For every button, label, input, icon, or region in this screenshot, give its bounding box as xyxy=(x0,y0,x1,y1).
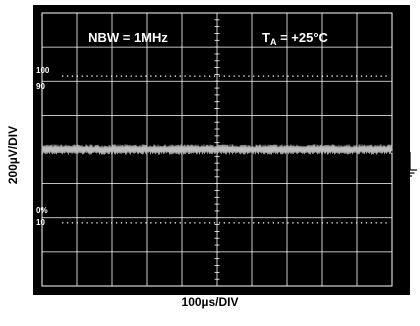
x-axis-label: 100µs/DIV xyxy=(181,295,239,309)
temperature-label: TA = +25°C xyxy=(262,30,329,47)
y-axis-label: 200µV/DIV xyxy=(6,125,20,185)
bandwidth-label: NBW = 1MHz xyxy=(88,30,168,45)
marker-0: 0% xyxy=(36,206,48,215)
graticule xyxy=(41,12,393,287)
noise-trace xyxy=(41,144,393,155)
noise-waveform xyxy=(41,144,393,155)
ground-symbol xyxy=(391,151,417,177)
marker-90: 90 xyxy=(36,82,45,91)
marker-100: 100 xyxy=(36,66,50,75)
marker-10: 10 xyxy=(36,218,45,227)
